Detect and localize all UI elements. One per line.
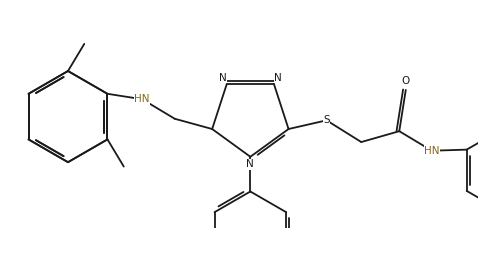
Text: HN: HN	[424, 146, 440, 156]
Text: N: N	[247, 159, 254, 169]
Text: O: O	[402, 76, 410, 86]
Text: N: N	[218, 73, 226, 83]
Text: HN: HN	[135, 94, 150, 104]
Text: S: S	[323, 115, 330, 125]
Text: N: N	[274, 73, 282, 83]
